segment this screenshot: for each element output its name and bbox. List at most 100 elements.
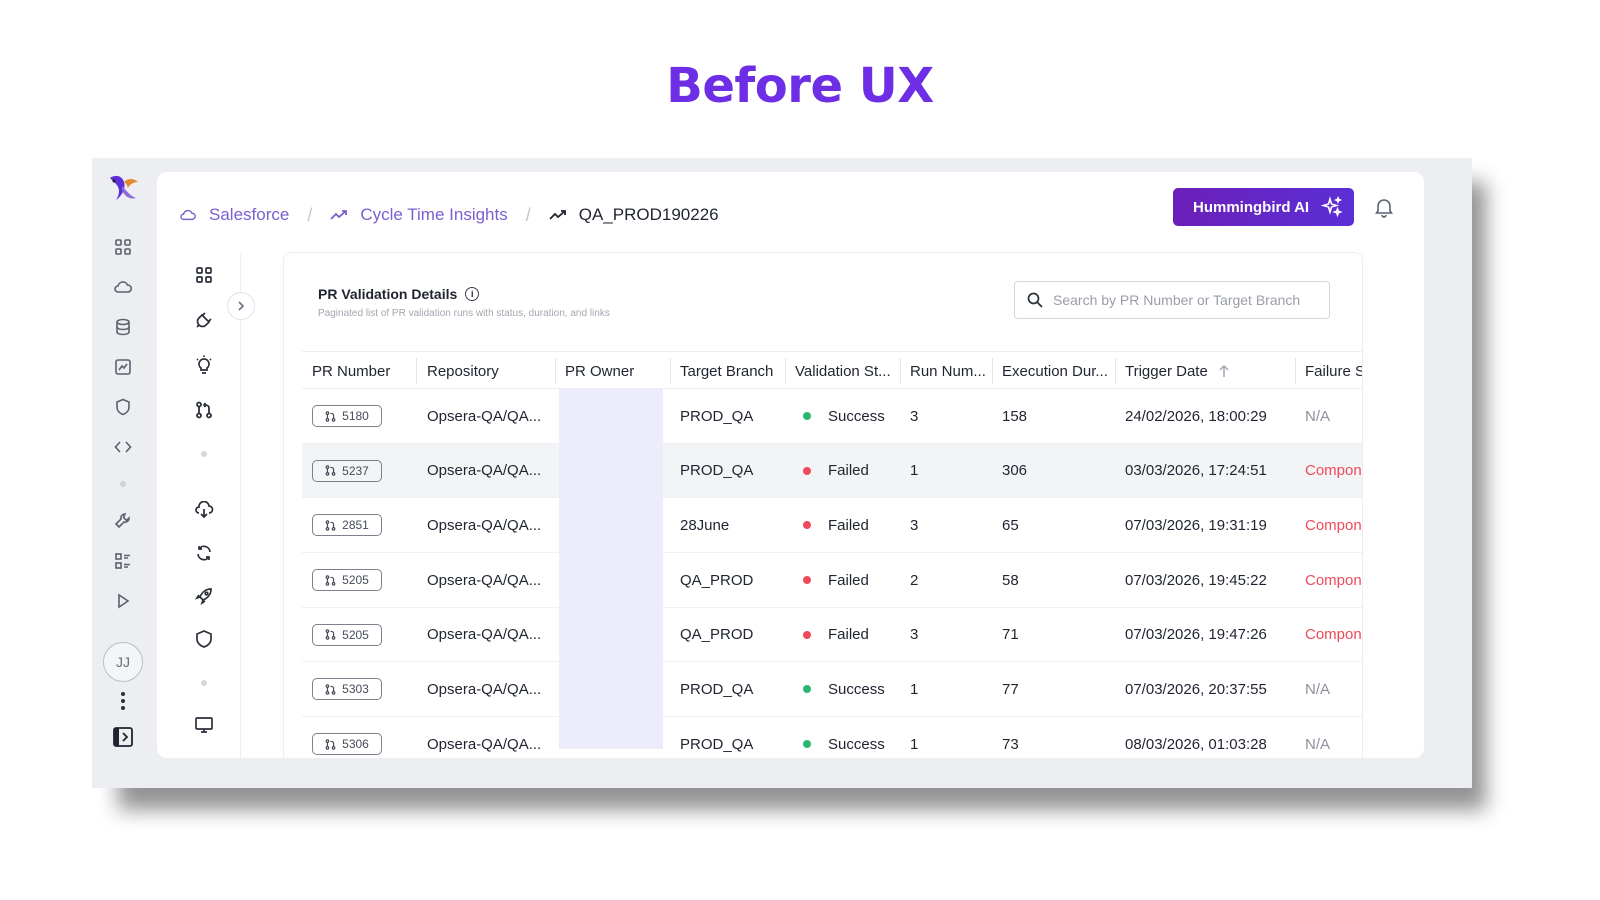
user-avatar[interactable]: JJ (103, 642, 143, 682)
breadcrumb-current: QA_PROD190226 (549, 205, 719, 225)
column-divider (1295, 358, 1296, 384)
repository-cell: Opsera-QA/QA... (427, 571, 542, 589)
pr-number-text: 5180 (342, 409, 369, 423)
pr-link-chip[interactable]: 5303 (312, 678, 382, 701)
overview-grid-icon[interactable] (193, 264, 215, 286)
validation-status-cell: Failed (793, 498, 908, 552)
run-number-cell: 1 (910, 462, 919, 480)
execution-duration-cell: 58 (1002, 571, 1019, 589)
trigger-date-cell: 07/03/2026, 19:45:22 (1125, 571, 1267, 589)
trigger-date-cell: 03/03/2026, 17:24:51 (1125, 462, 1267, 480)
pull-request-icon (325, 465, 336, 476)
validation-status-cell: Success (793, 662, 908, 716)
validation-status-cell: Failed (793, 608, 908, 662)
expand-sidebar-icon[interactable] (112, 726, 134, 748)
table-row[interactable]: 5205 Opsera-QA/QA... QA_PROD Failed 3 71 07/03… (302, 608, 1362, 663)
search-field[interactable] (1014, 281, 1330, 319)
rail-divider-dot (120, 481, 126, 487)
task-list-icon[interactable] (112, 550, 134, 572)
pr-validation-card: PR Validation Details i Paginated list o… (283, 252, 1363, 758)
plug-icon[interactable] (193, 309, 215, 331)
pr-link-chip[interactable]: 5237 (312, 459, 382, 482)
table-row[interactable]: 5180 Opsera-QA/QA... PROD_QA Success 3 158 24/… (302, 389, 1362, 444)
run-number-cell: 3 (910, 516, 919, 534)
table-row[interactable]: 5303 Opsera-QA/QA... PROD_QA Success 1 77 07/0… (302, 662, 1362, 718)
status-text: Failed (828, 626, 869, 644)
execution-duration-cell: 77 (1002, 680, 1019, 698)
pr-number-cell: 5205 (302, 608, 416, 662)
failure-stage-cell[interactable]: Compone (1305, 571, 1362, 589)
code-brackets-icon[interactable] (112, 436, 134, 458)
pull-request-icon (325, 629, 336, 640)
status-text: Success (828, 735, 885, 753)
sync-icon[interactable] (193, 542, 215, 564)
pr-number-text: 5205 (342, 573, 369, 588)
column-header-pr-owner[interactable]: PR Owner (565, 362, 635, 380)
column-header-failure-stage[interactable]: Failure St (1305, 362, 1363, 380)
cloud-icon[interactable] (112, 276, 134, 298)
breadcrumb-current-label: QA_PROD190226 (578, 205, 719, 224)
table-row[interactable]: 5205 Opsera-QA/QA... QA_PROD Failed 2 58 07/03… (302, 553, 1362, 608)
column-header-execution-duration[interactable]: Execution Dur... (1002, 362, 1108, 380)
table-row[interactable]: 5306 Opsera-QA/QA... PROD_QA Success 1 73 08/0… (302, 717, 1362, 758)
sort-ascending-icon[interactable] (1218, 364, 1230, 378)
shield-refresh-icon[interactable] (193, 628, 215, 650)
trigger-date-label: Trigger Date (1125, 362, 1208, 380)
breadcrumb-cycle-time-insights[interactable]: Cycle Time Insights (330, 205, 508, 225)
hummingbird-ai-button[interactable]: Hummingbird AI (1173, 188, 1354, 226)
failure-stage-cell[interactable]: Compone (1305, 462, 1362, 480)
play-icon[interactable] (112, 590, 134, 612)
more-vertical-icon[interactable] (112, 690, 134, 712)
column-header-run-number[interactable]: Run Num... (910, 362, 986, 380)
info-icon[interactable]: i (465, 287, 480, 301)
validation-status-cell: Success (793, 389, 908, 443)
column-header-trigger-date[interactable]: Trigger Date (1115, 352, 1295, 390)
pr-number-cell: 5303 (302, 662, 416, 716)
column-header-validation-status[interactable]: Validation St... (795, 362, 891, 380)
pr-link-chip[interactable]: 5306 (312, 733, 382, 756)
failed-dot-icon (803, 576, 811, 585)
pull-request-icon[interactable] (193, 399, 215, 421)
pull-request-icon (325, 520, 336, 531)
failure-stage-cell[interactable]: Compone (1305, 626, 1362, 644)
failure-stage-cell[interactable]: Compone (1305, 516, 1362, 534)
trend-icon (330, 210, 348, 220)
notification-bell-icon[interactable] (1373, 196, 1395, 218)
database-icon[interactable] (112, 316, 134, 338)
failed-dot-icon (803, 466, 811, 475)
collapse-nav-button[interactable] (227, 292, 255, 320)
trigger-date-cell: 07/03/2026, 20:37:55 (1125, 680, 1267, 698)
column-header-pr-number[interactable]: PR Number (312, 362, 391, 380)
execution-duration-cell: 73 (1002, 735, 1019, 753)
table-row[interactable]: 5237 Opsera-QA/QA... PROD_QA Failed 1 306 03/0… (302, 443, 1362, 499)
pr-link-chip[interactable]: 5180 (312, 405, 382, 427)
trigger-date-cell: 24/02/2026, 18:00:29 (1125, 407, 1267, 425)
success-dot-icon (803, 412, 811, 420)
column-header-repository[interactable]: Repository (427, 362, 499, 380)
search-input[interactable] (1053, 292, 1313, 308)
hummingbird-logo-icon[interactable] (102, 172, 144, 206)
breadcrumb-salesforce[interactable]: Salesforce (179, 205, 289, 225)
dashboard-grid-icon[interactable] (112, 236, 134, 258)
repository-cell: Opsera-QA/QA... (427, 626, 542, 644)
lightbulb-icon[interactable] (193, 354, 215, 376)
cloud-download-icon[interactable] (193, 499, 215, 521)
monitor-icon[interactable] (193, 714, 215, 736)
pr-link-chip[interactable]: 5205 (312, 623, 382, 646)
pull-request-icon (325, 738, 336, 750)
execution-duration-cell: 65 (1002, 516, 1019, 534)
validation-status-cell: Success (793, 717, 908, 758)
pr-number-text: 5306 (342, 737, 369, 752)
rocket-icon[interactable] (193, 585, 215, 607)
shield-icon[interactable] (112, 396, 134, 418)
pr-link-chip[interactable]: 5205 (312, 569, 382, 592)
column-header-target-branch[interactable]: Target Branch (680, 362, 774, 380)
trigger-date-cell: 08/03/2026, 01:03:28 (1125, 735, 1267, 753)
trigger-date-cell: 07/03/2026, 19:31:19 (1125, 516, 1267, 534)
analytics-chart-icon[interactable] (112, 356, 134, 378)
pr-link-chip[interactable]: 2851 (312, 514, 382, 537)
table-row[interactable]: 2851 Opsera-QA/QA... 28June Failed 3 65 07/03/… (302, 498, 1362, 554)
pull-request-icon (325, 574, 336, 586)
wrench-icon[interactable] (112, 510, 134, 532)
pr-validation-table: PR Number Repository PR Owner Target Bra… (302, 351, 1363, 758)
